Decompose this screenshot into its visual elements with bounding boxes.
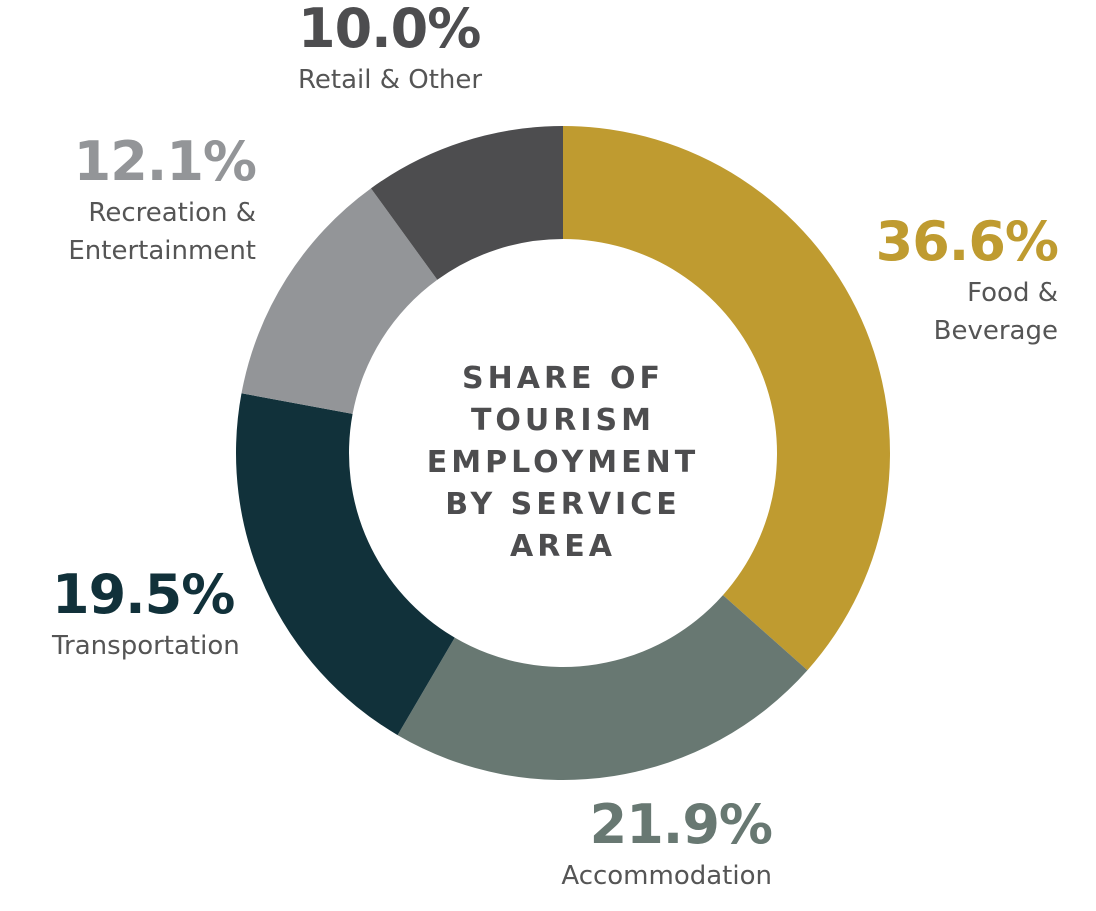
- donut-slice: [397, 595, 808, 780]
- donut-slice: [241, 188, 438, 414]
- category-label: Recreation & Entertainment: [68, 198, 256, 266]
- value-label: 36.6%: [875, 210, 1059, 273]
- slice-label: 36.6% Food & Beverage: [858, 210, 1059, 350]
- category-label: Accommodation: [561, 861, 772, 891]
- donut-slice: [235, 393, 455, 736]
- category-label: Transportation: [52, 631, 240, 661]
- category-label: Retail & Other: [298, 65, 483, 95]
- chart-title: SHARE OF TOURISM EMPLOYMENT BY SERVICE A…: [426, 361, 700, 564]
- donut-slice: [370, 126, 563, 280]
- value-label: 10.0%: [298, 0, 481, 60]
- value-label: 12.1%: [73, 130, 257, 193]
- slice-label: 10.0% Retail & Other: [298, 2, 558, 100]
- slice-label: 21.9% Accommodation: [472, 793, 773, 896]
- value-label: 21.9%: [589, 793, 773, 856]
- value-label: 19.5%: [52, 563, 235, 626]
- donut-slice: [563, 126, 890, 671]
- category-label: Food & Beverage: [933, 278, 1058, 346]
- slice-label: 19.5% Transportation: [52, 568, 312, 666]
- slice-label: 12.1% Recreation & Entertainment: [16, 130, 257, 270]
